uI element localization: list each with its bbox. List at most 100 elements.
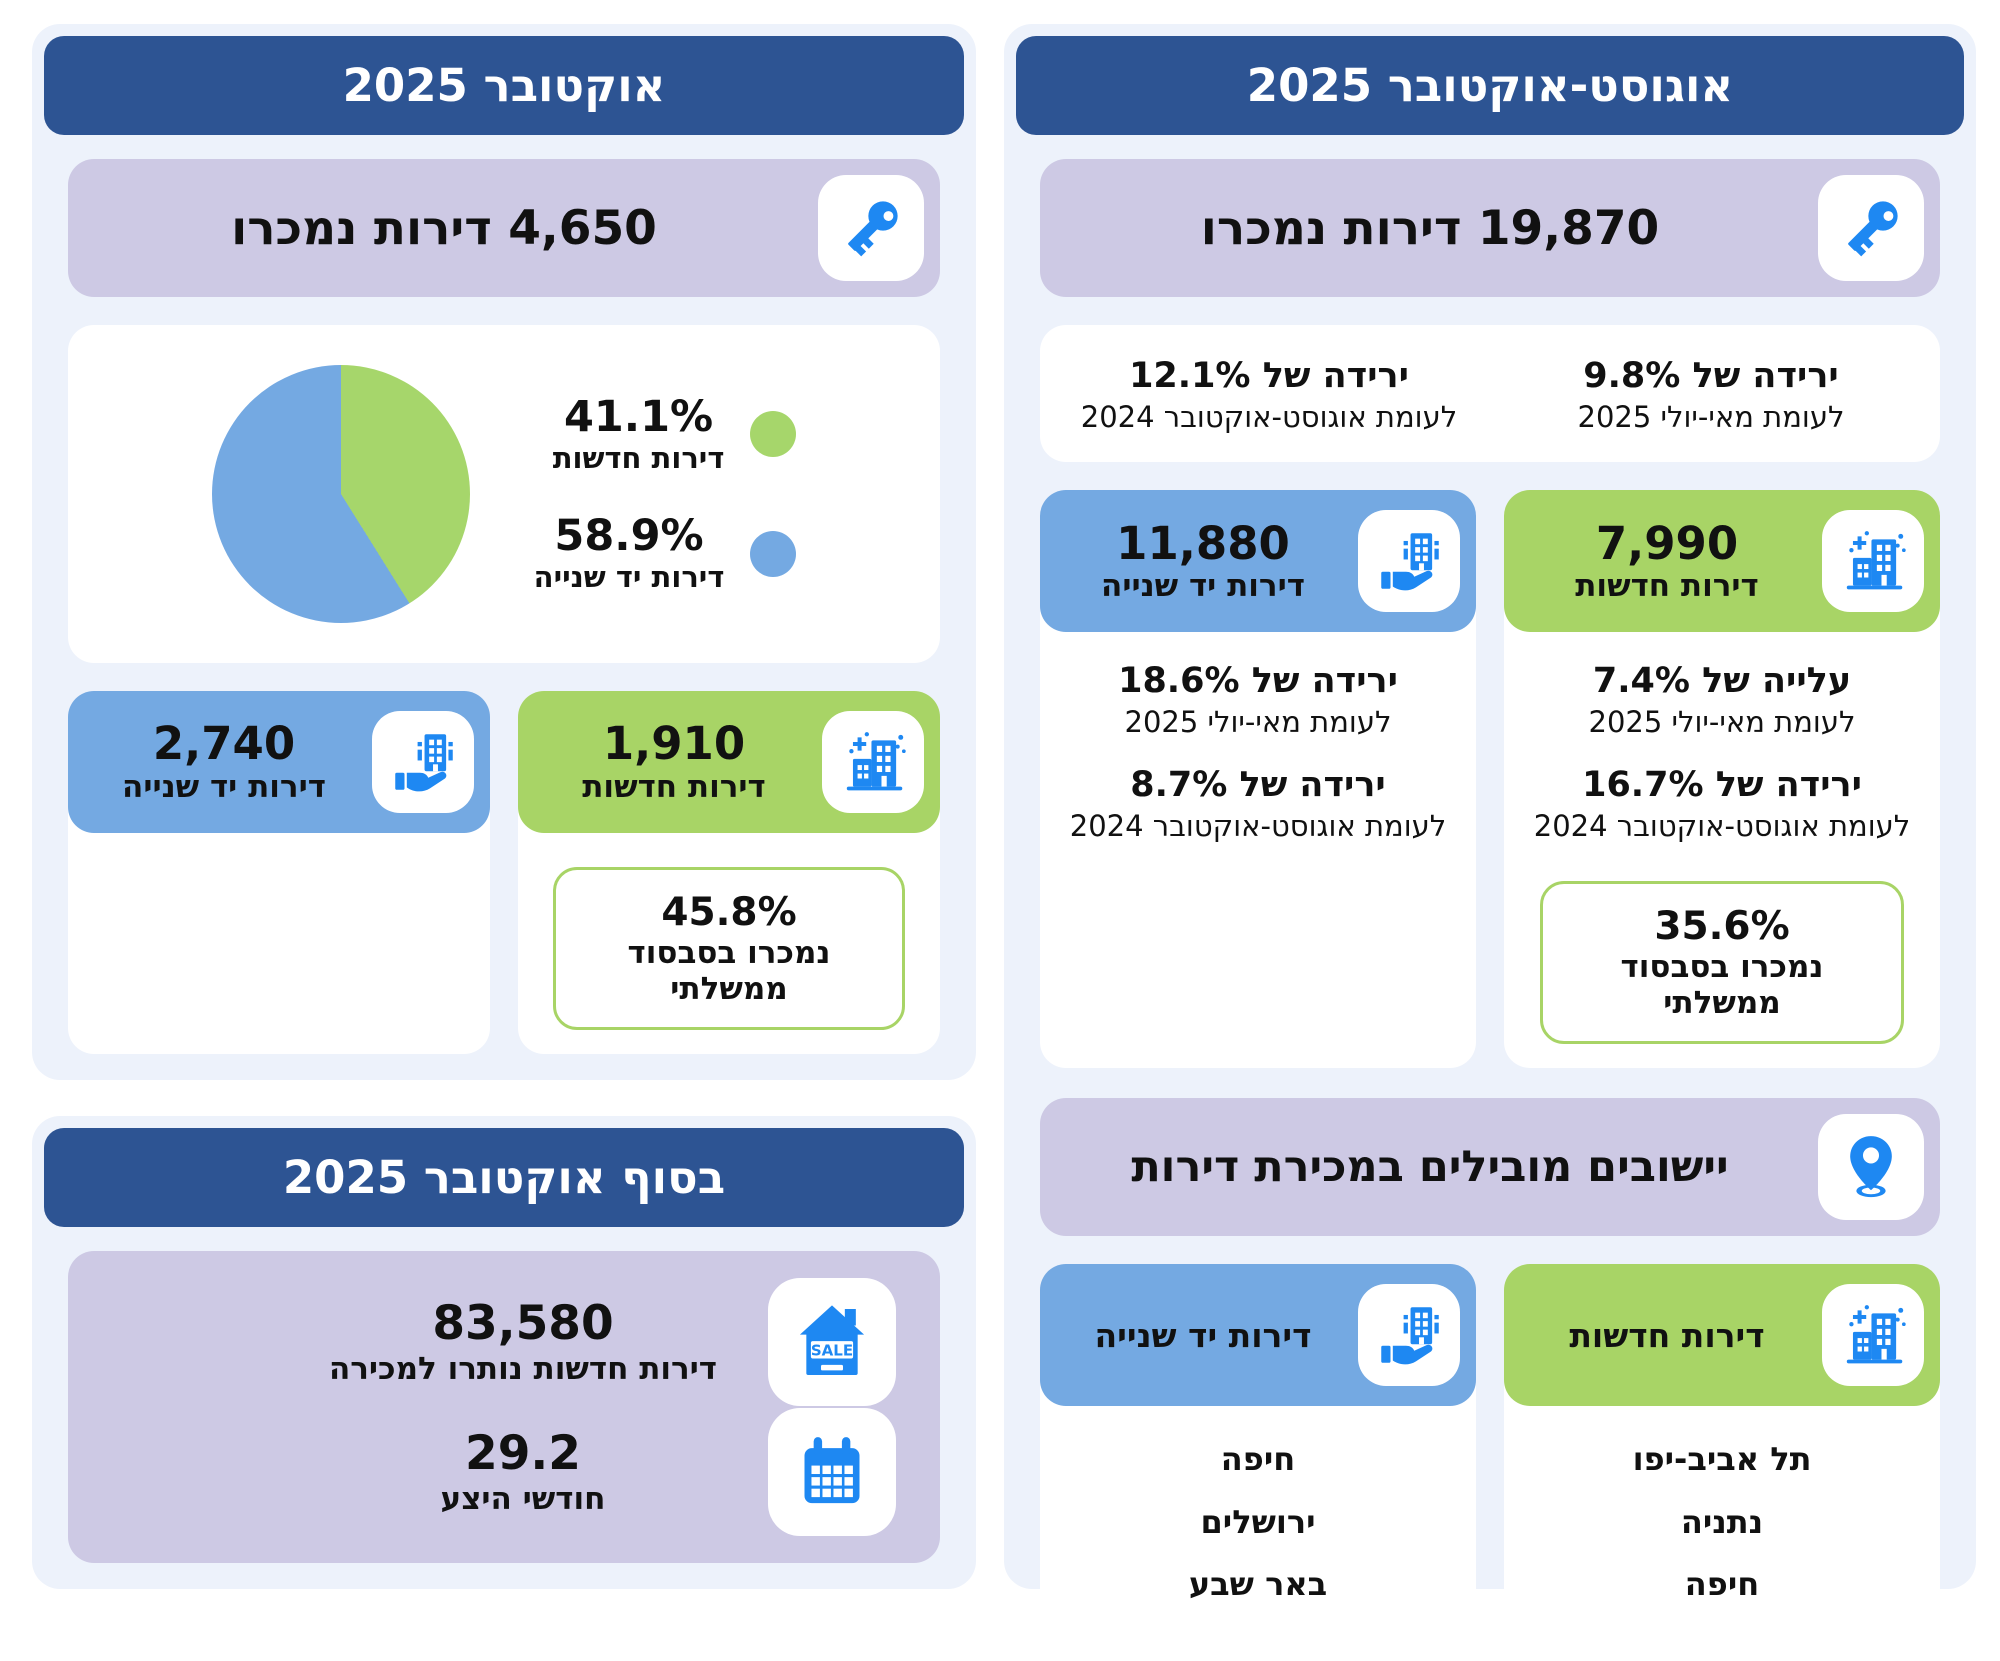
- new-building-icon: [846, 732, 906, 791]
- city-item: חיפה: [1684, 1565, 1760, 1604]
- change-vs-aug-oct-2024: ירידה של 12.1% לעומת אוגוסט-אוקטובר 2024: [1048, 355, 1490, 436]
- panel-end-october: בסוף אוקטובר 2025 83,580 דירות חדשות נות…: [32, 1116, 976, 1589]
- city-item: חיפה: [1220, 1440, 1296, 1479]
- subsidy-box-october: 45.8% נמכרו בסבסוד ממשלתי: [553, 867, 905, 1030]
- city-item: ירושלים: [1200, 1502, 1316, 1541]
- secondhand-apartments-details: ירידה של 18.6% לעומת מאי-יולי 2025 ירידה…: [1040, 632, 1476, 1068]
- subsidy-label: נמכרו בסבסוד ממשלתי: [627, 935, 831, 1007]
- months-of-supply-row: 29.2 חודשי היצע: [112, 1407, 896, 1536]
- new-apartments-details: עלייה של 7.4% לעומת מאי-יולי 2025 ירידה …: [1504, 632, 1940, 1068]
- change-sub: לעומת מאי-יולי 2025: [1124, 705, 1392, 740]
- leading-new-label: דירות חדשות: [1569, 1315, 1765, 1355]
- infographic-page: אוגוסט-אוקטובר 2025 19,870 דירות נמכרו י…: [32, 24, 1976, 1648]
- sold-hero-october-text: 4,650 דירות נמכרו: [231, 200, 657, 256]
- stat-value: 2,740: [152, 717, 296, 771]
- legend-label: דירות חדשות: [552, 441, 725, 475]
- stat-value: 29.2: [465, 1425, 581, 1481]
- leading-secondhand-label-wrap: דירות יד שנייה: [1056, 1316, 1350, 1355]
- calendar-icon: [804, 1436, 860, 1503]
- sale-house-icon-tile: [768, 1278, 896, 1407]
- stat-label: דירות יד שנייה: [122, 768, 326, 805]
- hand-building-icon: [1381, 1307, 1439, 1365]
- legend-item-new: 41.1% דירות חדשות: [534, 391, 797, 475]
- new-apartments-card: 7,990 דירות חדשות: [1504, 490, 1940, 633]
- leading-secondhand-column: דירות יד שנייה חיפה ירושלים באר שבע: [1040, 1264, 1476, 1648]
- stat-label: דירות יד שנייה: [1101, 568, 1305, 605]
- panel-october-body: 4,650 דירות נמכרו 41.1% דירות חדשות: [44, 135, 964, 1068]
- october-new-card: 1,910 דירות חדשות: [518, 691, 940, 833]
- pie-legend: 41.1% דירות חדשות 58.9% דירות יד שנייה: [533, 391, 797, 595]
- hand-building-icon-tile: [1358, 510, 1460, 613]
- panel-october-title: אוקטובר 2025: [44, 36, 964, 135]
- stat-value: 1,910: [602, 717, 746, 771]
- left-column: אוקטובר 2025 4,650 דירות נמכרו 41.1%: [32, 24, 976, 1589]
- change-sub: לעומת מאי-יולי 2025: [1588, 705, 1856, 740]
- key-icon: [841, 195, 904, 258]
- secondhand-apartments-card: 11,880 דירות יד שנייה: [1040, 490, 1476, 633]
- leading-secondhand-cities: חיפה ירושלים באר שבע: [1040, 1406, 1476, 1647]
- leading-localities-columns: דירות חדשות תל אביב-יפו נתניה חיפה: [1040, 1264, 1940, 1648]
- change-bold: ירידה של 16.7%: [1582, 764, 1862, 805]
- legend-item-secondhand: 58.9% דירות יד שנייה: [533, 511, 797, 595]
- sales-breakdown-columns: 7,990 דירות חדשות עלייה של 7.4% לעומת מא…: [1040, 490, 1940, 1069]
- hand-building-icon: [1381, 533, 1439, 591]
- secondhand-apartments-stat: 11,880 דירות יד שנייה: [1056, 519, 1350, 605]
- legend-label: דירות יד שנייה: [533, 560, 725, 595]
- secondhand-apartments-column: 11,880 דירות יד שנייה ירידה של 18.6% לעו…: [1040, 490, 1476, 1069]
- inventory-box: 83,580 דירות חדשות נותרו למכירה 29.2 חוד…: [68, 1251, 940, 1563]
- panel-october: אוקטובר 2025 4,650 דירות נמכרו 41.1%: [32, 24, 976, 1080]
- october-new-stat: 1,910 דירות חדשות: [534, 719, 814, 805]
- panel-aug-oct-title: אוגוסט-אוקטובר 2025: [1016, 36, 1964, 135]
- october-secondhand-column: 2,740 דירות יד שנייה: [68, 691, 490, 1054]
- legend-pct: 58.9%: [554, 511, 704, 561]
- hand-building-icon: [395, 734, 453, 792]
- stat-value: 11,880: [1116, 516, 1290, 570]
- hand-building-icon-tile: [1358, 1284, 1460, 1387]
- sales-split-chart-card: 41.1% דירות חדשות 58.9% דירות יד שנייה: [68, 325, 940, 663]
- stat-label: דירות חדשות: [582, 768, 766, 805]
- new-apartments-column: 7,990 דירות חדשות עלייה של 7.4% לעומת מא…: [1504, 490, 1940, 1069]
- change-sub: לעומת אוגוסט-אוקטובר 2024: [1080, 399, 1458, 434]
- subsidy-label: נמכרו בסבסוד ממשלתי: [1620, 949, 1824, 1022]
- location-pin-icon: [1850, 1136, 1892, 1198]
- new-building-icon-tile: [822, 711, 924, 813]
- sold-hero-aug-oct: 19,870 דירות נמכרו: [1040, 159, 1940, 297]
- city-item: באר שבע: [1188, 1565, 1328, 1604]
- sale-house-icon: [799, 1305, 865, 1376]
- leading-new-label-wrap: דירות חדשות: [1520, 1316, 1814, 1355]
- october-breakdown-columns: 1,910 דירות חדשות 45.8% נמכרו בסבסוד ממש…: [68, 691, 940, 1054]
- leading-secondhand-label: דירות יד שנייה: [1094, 1315, 1312, 1355]
- change-item: עלייה של 7.4% לעומת מאי-יולי 2025: [1589, 660, 1856, 741]
- new-apartments-stat: 7,990 דירות חדשות: [1520, 519, 1814, 605]
- october-secondhand-stat: 2,740 דירות יד שנייה: [84, 719, 364, 805]
- remaining-for-sale-stat: 83,580 דירות חדשות נותרו למכירה: [308, 1296, 738, 1388]
- stat-value: 83,580: [432, 1296, 614, 1352]
- october-secondhand-card: 2,740 דירות יד שנייה: [68, 691, 490, 833]
- panel-aug-oct: אוגוסט-אוקטובר 2025 19,870 דירות נמכרו י…: [1004, 24, 1976, 1648]
- panel-aug-oct-body: 19,870 דירות נמכרו ירידה של 9.8% לעומת מ…: [1016, 135, 1964, 1661]
- location-pin-icon-tile: [1818, 1114, 1924, 1221]
- change-item: ירידה של 16.7% לעומת אוגוסט-אוקטובר 2024: [1534, 764, 1910, 845]
- october-new-column: 1,910 דירות חדשות 45.8% נמכרו בסבסוד ממש…: [518, 691, 940, 1054]
- key-icon: [1841, 195, 1904, 258]
- new-building-icon-tile: [1822, 510, 1924, 613]
- change-sub: לעומת אוגוסט-אוקטובר 2024: [1069, 808, 1447, 843]
- subsidy-box-aug-oct: 35.6% נמכרו בסבסוד ממשלתי: [1539, 881, 1905, 1045]
- subsidy-pct: 45.8%: [661, 890, 797, 935]
- city-item: נתניה: [1680, 1502, 1764, 1541]
- hand-building-icon-tile: [372, 711, 474, 813]
- change-vs-may-jul: ירידה של 9.8% לעומת מאי-יולי 2025: [1490, 355, 1932, 436]
- months-of-supply-stat: 29.2 חודשי היצע: [308, 1425, 738, 1517]
- city-item: תל אביב-יפו: [1632, 1440, 1812, 1479]
- change-bold: עלייה של 7.4%: [1592, 661, 1852, 702]
- change-bold: ירידה של 9.8%: [1583, 356, 1839, 396]
- legend-pct: 41.1%: [563, 391, 714, 442]
- change-bold: ירידה של 18.6%: [1118, 661, 1398, 702]
- legend-dot-blue: [750, 530, 797, 577]
- leading-new-column: דירות חדשות תל אביב-יפו נתניה חיפה: [1504, 1264, 1940, 1648]
- sold-hero-october: 4,650 דירות נמכרו: [68, 159, 940, 297]
- panel-end-october-body: 83,580 דירות חדשות נותרו למכירה 29.2 חוד…: [44, 1227, 964, 1577]
- change-item: ירידה של 18.6% לעומת מאי-יולי 2025: [1118, 660, 1398, 741]
- leading-new-header-card: דירות חדשות: [1504, 1264, 1940, 1407]
- change-item: ירידה של 8.7% לעומת אוגוסט-אוקטובר 2024: [1070, 764, 1446, 845]
